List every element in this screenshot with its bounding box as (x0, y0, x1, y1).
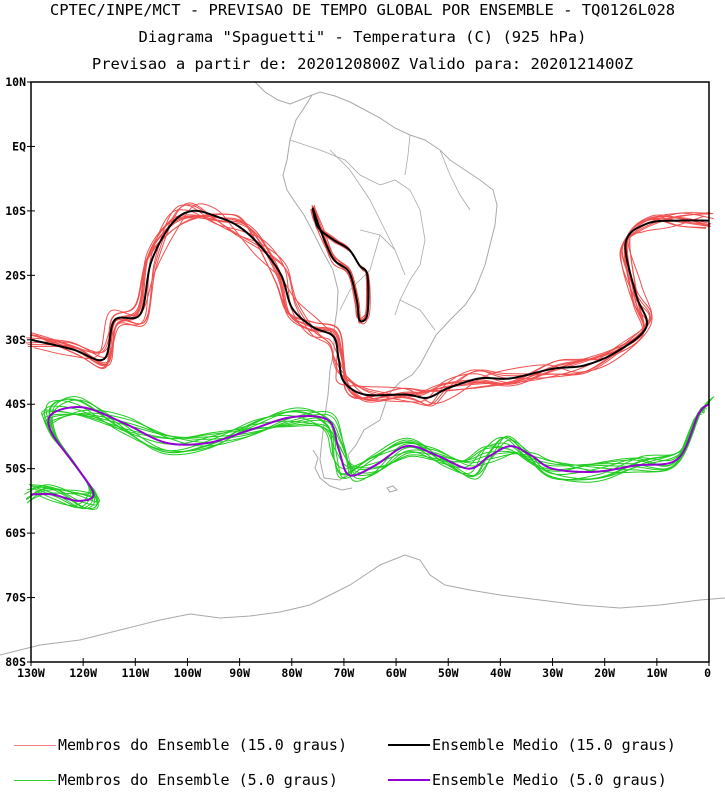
legend-members-15: Membros do Ensemble (15.0 graus) (14, 736, 347, 754)
header-line-1: CPTEC/INPE/MCT - PREVISAO DE TEMPO GLOBA… (49, 1, 676, 19)
legend-swatch-members-15 (14, 744, 56, 746)
legend-label-mean-5: Ensemble Medio (5.0 graus) (432, 771, 667, 789)
ensemble-member-line (27, 405, 706, 506)
ensemble-member-line (35, 213, 706, 399)
lon-label: 40W (490, 666, 511, 680)
header-line-3: Previsao a partir de: 2020120800Z Valido… (91, 55, 634, 73)
ensemble-member-line (25, 204, 714, 406)
ensemble-member-line (33, 398, 713, 509)
lat-label: 20S (5, 268, 26, 282)
lat-label: EQ (12, 139, 26, 153)
ensemble-member-line (33, 203, 705, 404)
legend-label-mean-15: Ensemble Medio (15.0 graus) (432, 736, 676, 754)
ensemble-member-line (35, 213, 707, 400)
antarctic-peninsula-outline (0, 554, 406, 656)
legend-swatch-members-5 (14, 779, 56, 781)
legend-mean-5: Ensemble Medio (5.0 graus) (388, 771, 667, 789)
lon-label: 120W (69, 666, 97, 680)
ensemble-member-line (35, 396, 715, 507)
lon-label: 30W (542, 666, 563, 680)
ensemble-mean-line (30, 209, 710, 399)
central-america-outline (254, 81, 313, 105)
falklands-outline (386, 485, 398, 493)
ensemble-mean-layer (30, 207, 710, 502)
lon-label: 20W (594, 666, 615, 680)
ensemble-member-line (35, 396, 714, 509)
ensemble-members-15-layer (25, 202, 714, 407)
lon-label: 60W (386, 666, 407, 680)
lon-label: 130W (17, 666, 45, 680)
lon-label: 10W (646, 666, 667, 680)
lon-label: 100W (174, 666, 202, 680)
plot-frame (30, 81, 710, 663)
legend-members-5: Membros do Ensemble (5.0 graus) (14, 771, 338, 789)
lon-label: 70W (334, 666, 355, 680)
lon-label: 90W (229, 666, 250, 680)
legend-swatch-mean-15 (388, 744, 430, 746)
lon-label: 80W (281, 666, 302, 680)
weddell-coast-outline (404, 554, 725, 609)
lon-label: 50W (438, 666, 459, 680)
ensemble-member-line (25, 398, 704, 500)
legend-swatch-mean-5 (388, 779, 430, 781)
lat-label: 50S (5, 462, 26, 476)
legend-mean-15: Ensemble Medio (15.0 graus) (388, 736, 676, 754)
lon-label: 0 (704, 666, 711, 680)
lat-label: 80S (5, 655, 26, 669)
south-america-outline (282, 91, 498, 481)
ensemble-member-line (310, 205, 370, 320)
lat-label: 60S (5, 526, 26, 540)
ensemble-member-line (25, 398, 705, 501)
ensemble-members-5-layer (24, 396, 715, 510)
coastline-layer (0, 81, 725, 656)
legend-label-members-15: Membros do Ensemble (15.0 graus) (58, 736, 347, 754)
header-line-2: Diagrama "Spaguetti" - Temperatura (C) (… (138, 28, 587, 46)
lon-label: 110W (121, 666, 149, 680)
ensemble-member-line (27, 202, 711, 407)
ensemble-member-line (24, 400, 703, 503)
lat-label: 10S (5, 204, 26, 218)
lat-label: 30S (5, 333, 26, 347)
lat-label: 10N (5, 75, 26, 89)
border-lines (289, 134, 471, 331)
ensemble-member-line (32, 399, 712, 510)
ensemble-member-line (26, 396, 706, 504)
lat-label: 70S (5, 591, 26, 605)
lat-label: 40S (5, 397, 26, 411)
legend-label-members-5: Membros do Ensemble (5.0 graus) (58, 771, 338, 789)
ensemble-member-line (27, 204, 712, 406)
ensemble-mean-line (30, 403, 710, 502)
ensemble-member-line (28, 399, 708, 502)
ensemble-mean-line (311, 207, 370, 323)
tierra-del-fuego-outline (312, 449, 353, 491)
